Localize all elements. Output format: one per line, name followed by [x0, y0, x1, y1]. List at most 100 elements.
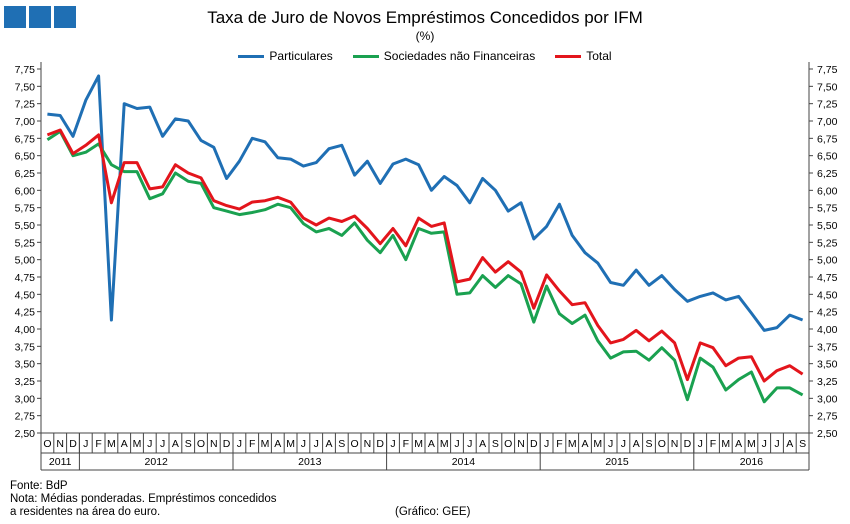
month-label: J — [544, 438, 549, 450]
y-tick-label-right: 5,75 — [817, 203, 838, 215]
chart-credit: (Gráfico: GEE) — [395, 506, 471, 518]
month-label: A — [786, 438, 793, 450]
y-tick-label-right: 4,50 — [817, 289, 838, 301]
legend-swatch — [555, 54, 582, 58]
y-tick-label-left: 2,50 — [15, 428, 36, 440]
legend-item: Total — [555, 49, 612, 63]
y-tick-label-left: 6,25 — [15, 168, 36, 180]
month-label: M — [261, 438, 270, 450]
y-tick-label-right: 2,75 — [817, 411, 838, 423]
month-label: J — [454, 438, 459, 450]
month-label: M — [593, 438, 602, 450]
month-label: M — [286, 438, 295, 450]
y-tick-label-left: 6,50 — [15, 151, 36, 163]
y-tick-label-right: 5,25 — [817, 237, 838, 249]
legend-item: Sociedades não Financeiras — [352, 49, 536, 63]
month-label: A — [633, 438, 640, 450]
y-tick-label-right: 3,25 — [817, 376, 838, 388]
y-tick-label-left: 7,25 — [15, 99, 36, 111]
month-label: F — [403, 438, 409, 450]
month-label: O — [43, 438, 51, 450]
month-label: J — [390, 438, 395, 450]
y-tick-label-right: 6,25 — [817, 168, 838, 180]
y-tick-label-right: 3,75 — [817, 341, 838, 353]
y-tick-label-right: 7,50 — [817, 81, 838, 93]
month-label: D — [376, 438, 384, 450]
month-label: J — [774, 438, 779, 450]
month-label: J — [467, 438, 472, 450]
month-label: D — [530, 438, 538, 450]
month-label: M — [440, 438, 449, 450]
y-tick-label-left: 4,50 — [15, 289, 36, 301]
month-label: D — [684, 438, 692, 450]
y-tick-label-left: 7,50 — [15, 81, 36, 93]
month-label: J — [762, 438, 767, 450]
month-label: O — [504, 438, 512, 450]
legend-label: Particulares — [269, 49, 333, 63]
month-label: J — [608, 438, 613, 450]
year-label: 2013 — [298, 456, 322, 468]
month-label: S — [338, 438, 345, 450]
y-tick-label-right: 3,50 — [817, 359, 838, 371]
legend-item: Particulares — [238, 49, 333, 63]
month-label: F — [95, 438, 101, 450]
y-tick-label-right: 2,50 — [817, 428, 838, 440]
series-line-particulares — [47, 74, 804, 332]
month-label: J — [301, 438, 306, 450]
chart-title: Taxa de Juro de Novos Empréstimos Conced… — [207, 8, 643, 27]
month-label: J — [237, 438, 242, 450]
y-tick-label-right: 4,75 — [817, 272, 838, 284]
month-label: A — [172, 438, 179, 450]
year-label: 2014 — [452, 456, 476, 468]
month-label: A — [121, 438, 128, 450]
y-tick-label-right: 7,25 — [817, 99, 838, 111]
month-label: D — [69, 438, 77, 450]
month-label: A — [479, 438, 486, 450]
month-label: J — [698, 438, 703, 450]
y-tick-label-left: 3,75 — [15, 341, 36, 353]
series-line-sociedades-n-o-financeiras — [46, 129, 804, 404]
month-label: F — [710, 438, 716, 450]
y-tick-label-left: 5,50 — [15, 220, 36, 232]
y-tick-label-left: 7,75 — [15, 64, 36, 76]
month-label: A — [274, 438, 281, 450]
y-tick-label-right: 7,00 — [817, 116, 838, 128]
month-label: N — [671, 438, 679, 450]
y-tick-label-left: 4,75 — [15, 272, 36, 284]
footnote-line2: a residentes na área do euro. — [10, 506, 161, 518]
y-tick-label-left: 3,00 — [15, 393, 36, 405]
month-label: J — [314, 438, 319, 450]
y-tick-label-left: 3,25 — [15, 376, 36, 388]
month-label: S — [799, 438, 806, 450]
month-label: J — [621, 438, 626, 450]
legend-label: Sociedades não Financeiras — [383, 49, 536, 63]
y-tick-label-left: 2,75 — [15, 411, 36, 423]
y-tick-label-left: 3,50 — [15, 359, 36, 371]
month-label: M — [107, 438, 116, 450]
year-label: 2016 — [740, 456, 764, 468]
month-label: O — [197, 438, 205, 450]
footnote-line1: Nota: Médias ponderadas. Empréstimos con… — [10, 493, 277, 505]
y-tick-label-right: 5,00 — [817, 255, 838, 267]
y-tick-label-left: 5,25 — [15, 237, 36, 249]
y-tick-label-right: 6,50 — [817, 151, 838, 163]
month-label: A — [581, 438, 588, 450]
month-label: D — [223, 438, 231, 450]
month-label: O — [351, 438, 359, 450]
month-label: M — [133, 438, 142, 450]
year-label: 2015 — [605, 456, 629, 468]
y-tick-label-right: 3,00 — [817, 393, 838, 405]
year-label: 2012 — [145, 456, 169, 468]
y-tick-label-left: 4,25 — [15, 307, 36, 319]
month-label: A — [428, 438, 435, 450]
month-label: S — [185, 438, 192, 450]
month-label: J — [83, 438, 88, 450]
month-label: M — [747, 438, 756, 450]
month-label: A — [735, 438, 742, 450]
year-label: 2011 — [49, 456, 72, 468]
chart-subtitle: (%) — [415, 29, 435, 43]
y-tick-label-right: 6,75 — [817, 133, 838, 145]
logo-square — [54, 6, 76, 28]
month-label: J — [147, 438, 152, 450]
